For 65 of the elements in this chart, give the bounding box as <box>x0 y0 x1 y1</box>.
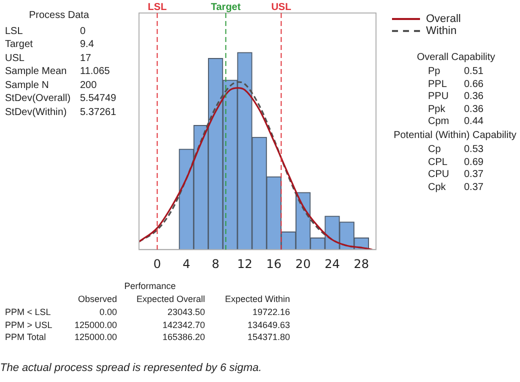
category-label: PPL <box>428 78 447 90</box>
data-label: 9.4 <box>80 39 94 50</box>
category-label: Cpk <box>428 182 446 193</box>
text: Performance <box>123 281 177 291</box>
data-label: 0.53 <box>464 144 484 156</box>
data-label: 19722.16 <box>252 307 290 317</box>
data-label: 0.00 <box>99 307 117 317</box>
category-label: Target <box>5 39 33 50</box>
category-label: CPL <box>428 156 448 168</box>
ref-line-label: LSL <box>148 2 167 13</box>
category-label: USL <box>5 52 24 64</box>
category-label: Ppk <box>428 104 446 115</box>
data-label: 125000.00 <box>74 332 117 342</box>
text: Observed <box>78 294 117 304</box>
text: Expected Overall <box>136 294 205 304</box>
x-tick-label: 24 <box>324 256 340 271</box>
category-label: Cp <box>428 144 441 156</box>
data-label: 134649.63 <box>247 320 290 330</box>
category-label: Sample Mean <box>5 66 67 77</box>
x-tick-label: 4 <box>182 256 190 271</box>
text: Expected Within <box>224 294 290 304</box>
category-label: LSL <box>5 26 23 36</box>
x-tick-label: 0 <box>153 256 162 271</box>
data-label: 0.44 <box>464 116 484 127</box>
x-tick-label: 8 <box>212 256 220 271</box>
category-label: StDev(Within) <box>5 106 67 118</box>
data-label: 0.37 <box>464 182 484 193</box>
text: Process Data <box>28 10 90 21</box>
x-tick-label: 12 <box>237 256 252 271</box>
data-label: 5.54749 <box>80 93 116 104</box>
legend-label: Within <box>426 25 457 37</box>
text: Overall Capability <box>416 52 496 63</box>
data-label: 165386.20 <box>162 332 205 342</box>
data-label: 0.66 <box>464 78 484 90</box>
category-label: Cpm <box>428 116 450 127</box>
category-label: CPU <box>428 169 450 180</box>
x-tick-label: 28 <box>354 256 370 271</box>
data-label: 125000.00 <box>74 320 117 330</box>
data-label: 0.37 <box>464 169 484 180</box>
data-label: 11.065 <box>80 66 110 77</box>
data-label: 0.69 <box>464 156 484 168</box>
data-label: 0.51 <box>464 66 484 78</box>
data-label: 154371.80 <box>247 332 290 342</box>
category-label: PPM < LSL <box>5 307 51 317</box>
category-label: StDev(Overall) <box>5 93 71 104</box>
data-label: 142342.70 <box>162 320 205 330</box>
category-label: Sample N <box>5 80 49 90</box>
category-label: PPU <box>428 91 449 102</box>
data-label: 0.36 <box>464 91 484 102</box>
text: The actual process spread is represented by 6 sigma. <box>0 362 262 374</box>
data-label: 5.37261 <box>80 106 116 118</box>
ref-line-label: Target <box>210 2 242 13</box>
data-label: 23043.50 <box>167 307 205 317</box>
category-label: Pp <box>428 66 440 78</box>
text: Potential (Within) Capability <box>392 130 518 141</box>
x-tick-label: 16 <box>266 256 282 271</box>
x-tick-label: 20 <box>295 256 311 271</box>
data-label: 0.36 <box>464 104 484 115</box>
data-label: 17 <box>80 52 92 64</box>
data-label: 200 <box>80 80 97 90</box>
ref-line-label: USL <box>271 2 292 13</box>
legend-label: Overall <box>426 13 461 25</box>
category-label: PPM Total <box>5 332 46 342</box>
data-label: 0 <box>80 26 86 36</box>
category-label: PPM > USL <box>5 320 52 330</box>
